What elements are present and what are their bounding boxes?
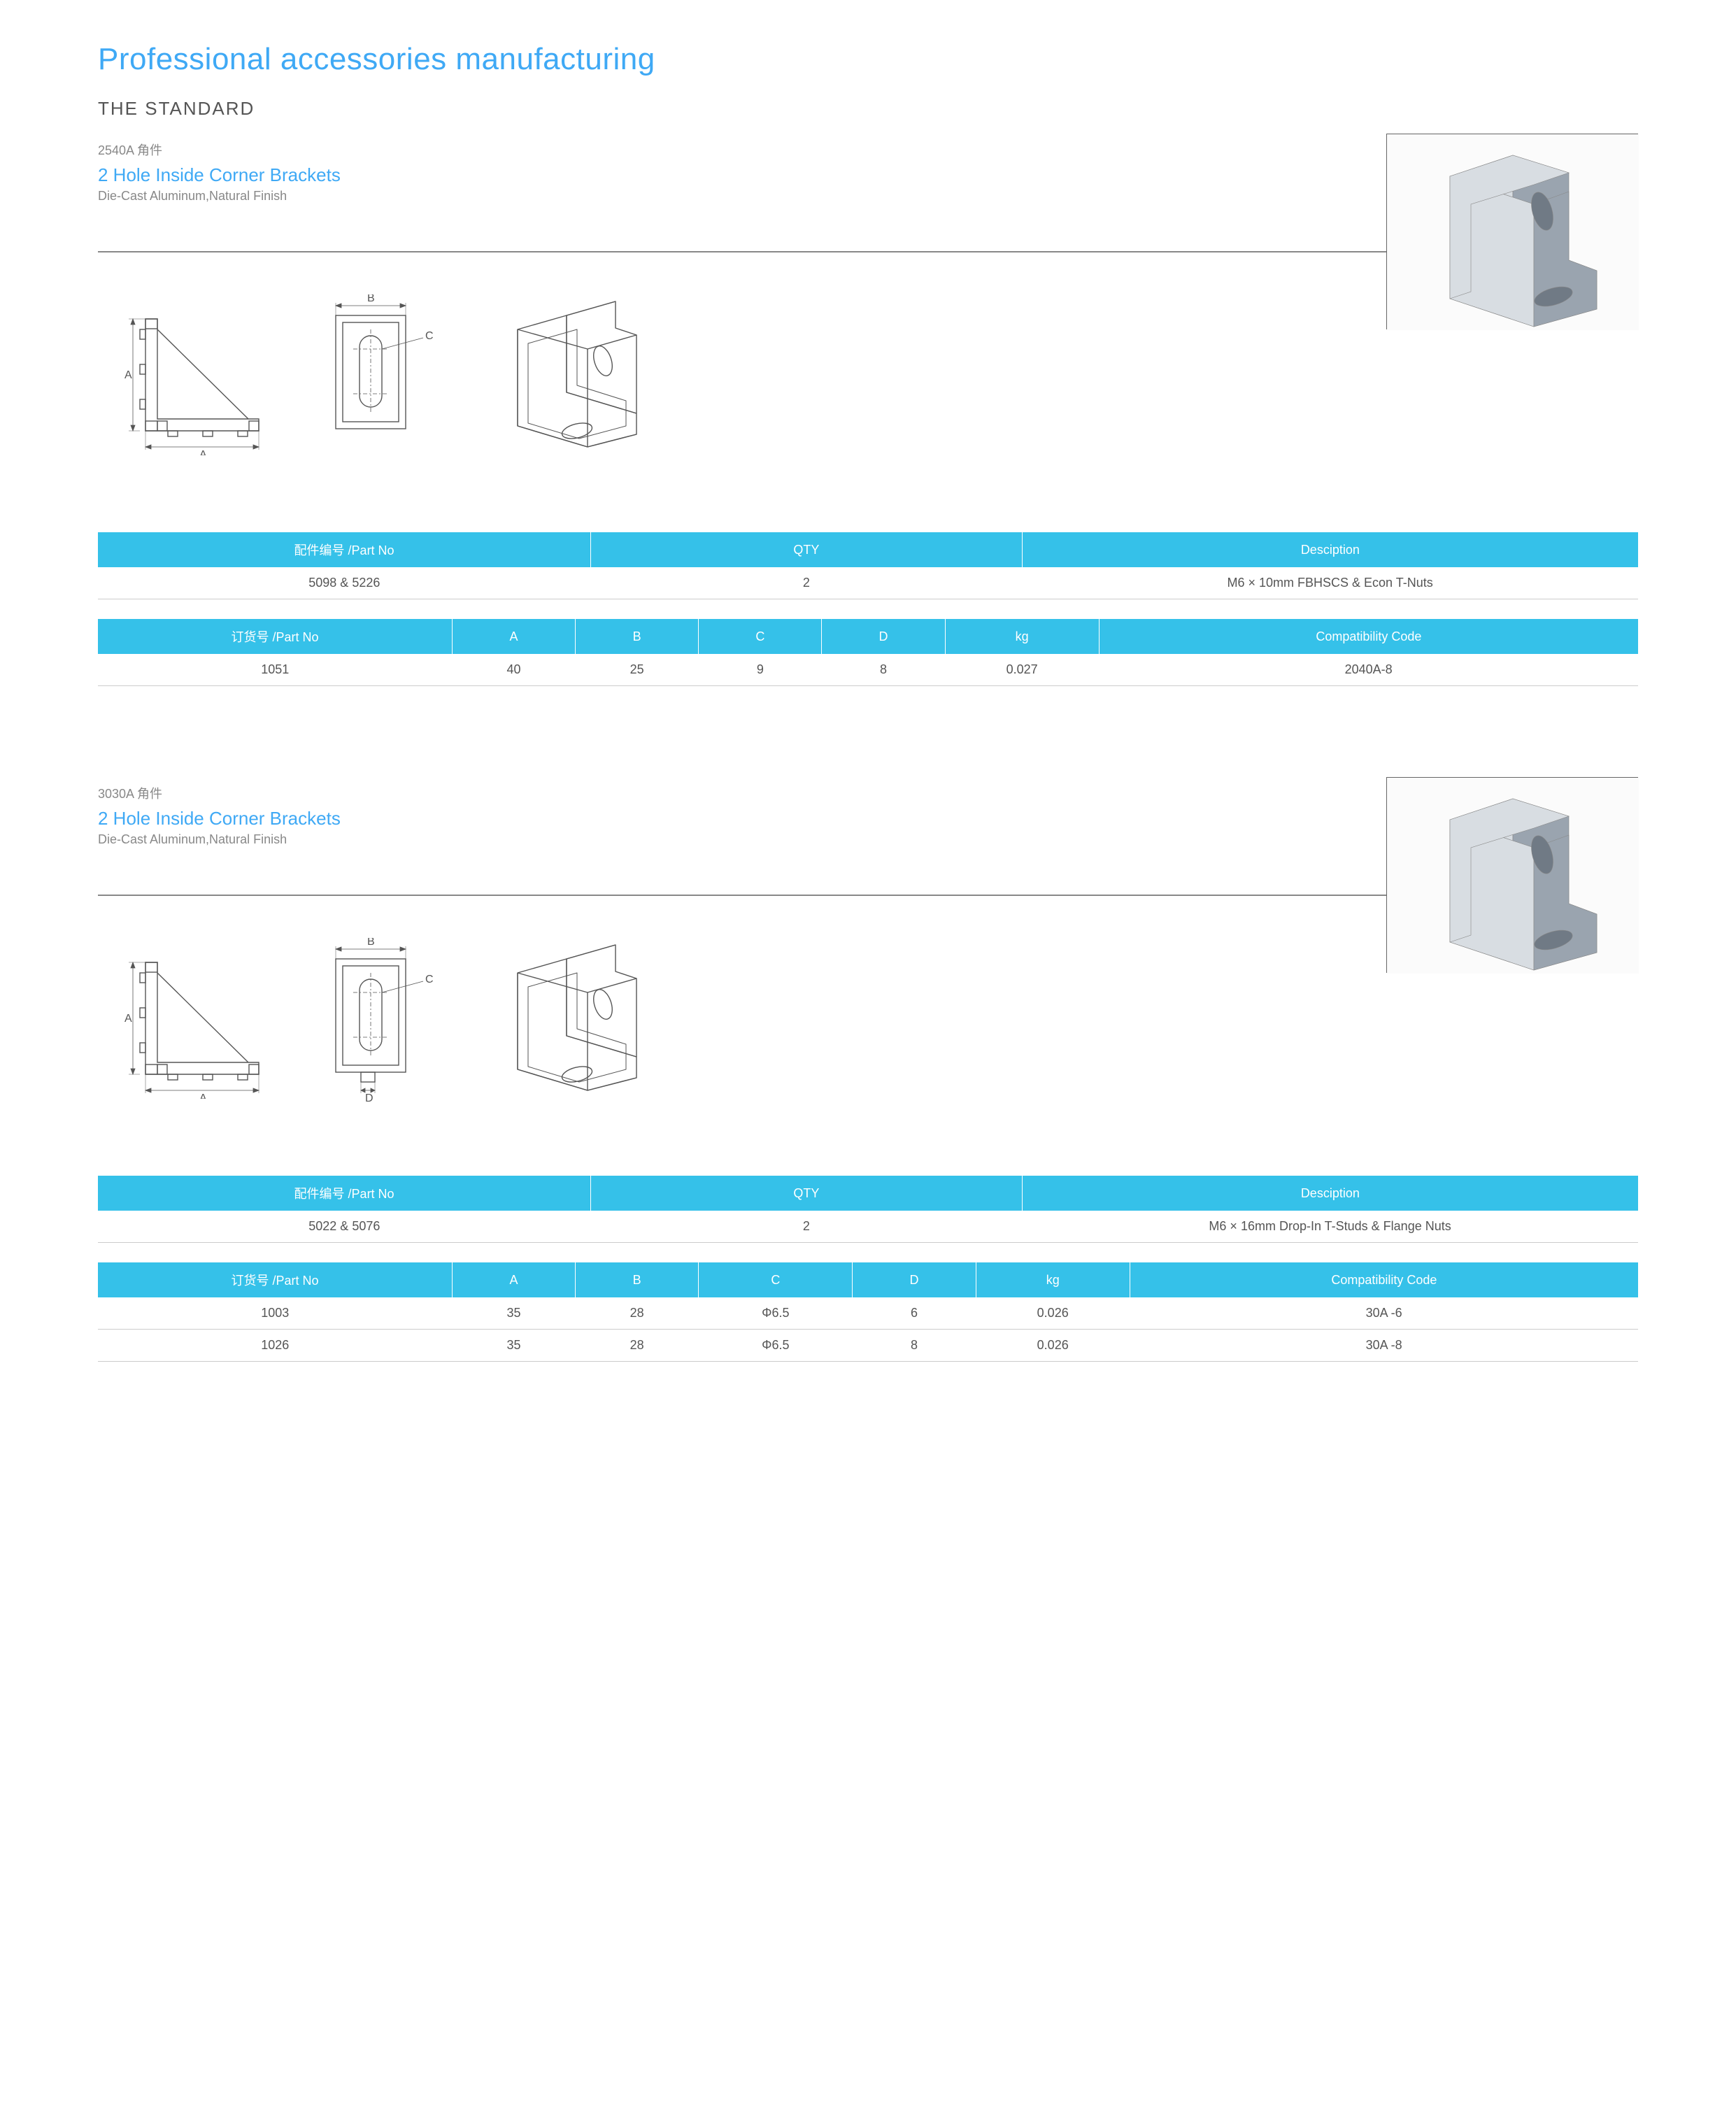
table-cell: 2 [591,1211,1023,1243]
table-header: 订货号 /Part No [98,1262,452,1297]
table-cell: 40 [452,654,575,686]
table-header: Compatibility Code [1099,619,1638,654]
table-header: kg [945,619,1099,654]
table-cell: 8 [853,1330,976,1362]
table-cell: M6 × 16mm Drop-In T-Studs & Flange Nuts [1022,1211,1638,1243]
table-header: B [576,619,699,654]
table-cell: 0.026 [976,1330,1130,1362]
table-header: C [699,619,822,654]
product-code: 2540A 角件 [98,141,1386,159]
table-cell: 2040A-8 [1099,654,1638,686]
table-header: Desciption [1022,532,1638,567]
table-cell: Φ6.5 [699,1297,853,1330]
table-cell: 35 [452,1330,575,1362]
table-cell: 0.026 [976,1297,1130,1330]
table-header: QTY [591,532,1023,567]
table-cell: 25 [576,654,699,686]
standard-title: THE STANDARD [98,98,1638,120]
table-row: 5022 & 50762M6 × 16mm Drop-In T-Studs & … [98,1211,1638,1243]
svg-text:A: A [199,449,207,455]
table-cell: 28 [576,1297,699,1330]
product-title: 2 Hole Inside Corner Brackets [98,808,1386,829]
table-header: D [822,619,945,654]
svg-text:D: D [365,1092,373,1104]
data-table: 订货号 /Part NoABCDkgCompatibility Code1003… [98,1262,1638,1362]
product-title: 2 Hole Inside Corner Brackets [98,164,1386,186]
product-section: 2540A 角件 2 Hole Inside Corner Brackets D… [98,141,1638,686]
table-header: QTY [591,1176,1023,1211]
front-view-diagram: B C [315,294,455,462]
table-cell: M6 × 10mm FBHSCS & Econ T-Nuts [1022,567,1638,599]
main-title: Professional accessories manufacturing [98,42,1638,77]
product-subtitle: Die-Cast Aluminum,Natural Finish [98,189,1386,204]
svg-text:A: A [199,1092,207,1099]
table-cell: 1026 [98,1330,452,1362]
table-cell: 30A -6 [1130,1297,1638,1330]
table-header: 配件编号 /Part No [98,1176,591,1211]
table-cell: 2 [591,567,1023,599]
product-subtitle: Die-Cast Aluminum,Natural Finish [98,832,1386,847]
table-cell: 28 [576,1330,699,1362]
table-header: 配件编号 /Part No [98,532,591,567]
table-header: 订货号 /Part No [98,619,452,654]
svg-text:B: B [367,294,375,304]
side-view-diagram: A A [119,294,273,455]
svg-text:C: C [425,330,434,342]
data-table: 订货号 /Part NoABCDkgCompatibility Code1051… [98,619,1638,686]
side-view-diagram: A A [119,938,273,1099]
svg-text:B: B [367,938,375,948]
table-cell: Φ6.5 [699,1330,853,1362]
table-cell: 30A -8 [1130,1330,1638,1362]
table-cell: 35 [452,1297,575,1330]
table-cell: 1051 [98,654,452,686]
data-table: 配件编号 /Part NoQTYDesciption5022 & 50762M6… [98,1176,1638,1243]
table-cell: 5098 & 5226 [98,567,591,599]
table-header: A [452,1262,575,1297]
section-header: 2540A 角件 2 Hole Inside Corner Brackets D… [98,141,1638,252]
table-row: 10514025980.0272040A-8 [98,654,1638,686]
table-cell: 9 [699,654,822,686]
svg-text:C: C [425,974,434,985]
table-header: kg [976,1262,1130,1297]
table-header: D [853,1262,976,1297]
table-header: Compatibility Code [1130,1262,1638,1297]
iso-view-diagram [497,294,657,455]
table-header: Desciption [1022,1176,1638,1211]
product-code: 3030A 角件 [98,784,1386,802]
table-row: 5098 & 52262M6 × 10mm FBHSCS & Econ T-Nu… [98,567,1638,599]
iso-view-diagram [497,938,657,1099]
svg-text:A: A [124,1013,132,1025]
svg-text:A: A [124,369,132,381]
table-header: C [699,1262,853,1297]
product-section: 3030A 角件 2 Hole Inside Corner Brackets D… [98,784,1638,1362]
table-header: A [452,619,575,654]
table-cell: 6 [853,1297,976,1330]
table-row: 10033528Φ6.560.02630A -6 [98,1297,1638,1330]
table-cell: 1003 [98,1297,452,1330]
table-row: 10263528Φ6.580.02630A -8 [98,1330,1638,1362]
data-table: 配件编号 /Part NoQTYDesciption5098 & 52262M6… [98,532,1638,599]
front-view-diagram: B C D [315,938,455,1106]
product-photo [1386,134,1638,329]
table-cell: 8 [822,654,945,686]
section-header: 3030A 角件 2 Hole Inside Corner Brackets D… [98,784,1638,896]
product-photo [1386,777,1638,973]
table-cell: 5022 & 5076 [98,1211,591,1243]
table-header: B [576,1262,699,1297]
table-cell: 0.027 [945,654,1099,686]
